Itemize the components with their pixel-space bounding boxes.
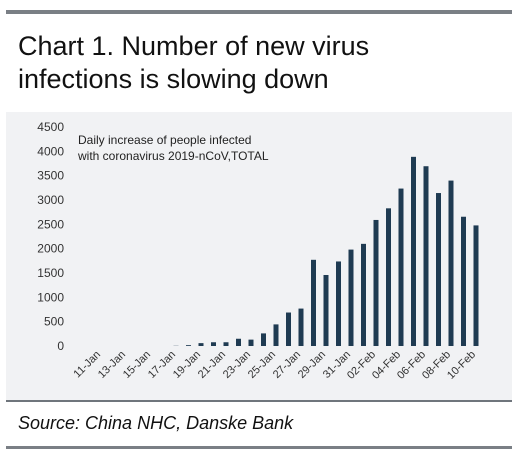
- y-tick-label: 500: [44, 315, 64, 329]
- bar-22-Jan: [236, 338, 241, 346]
- bar-23-Jan: [248, 339, 254, 346]
- x-axis: 11-Jan13-Jan15-Jan17-Jan19-Jan21-Jan23-J…: [71, 349, 478, 382]
- bar-09-Feb: [461, 216, 466, 346]
- y-tick-label: 1000: [37, 290, 64, 304]
- bar-18-Jan: [186, 345, 191, 346]
- y-tick-label: 0: [57, 339, 64, 353]
- bar-26-Jan: [286, 312, 291, 346]
- x-tick-label: 10-Feb: [445, 349, 478, 382]
- y-tick-label: 3500: [37, 169, 64, 183]
- chart-annotation-line-2: with coronavirus 2019-nCoV,TOTAL: [77, 149, 269, 163]
- bar-03-Feb: [386, 208, 391, 346]
- bar-27-Jan: [298, 308, 304, 346]
- source-note: Source: China NHC, Danske Bank: [18, 413, 294, 433]
- bar-02-Feb: [373, 219, 379, 346]
- title-line-1: Chart 1. Number of new virus: [18, 31, 370, 61]
- bottom-rule: [6, 446, 512, 449]
- bar-21-Jan: [223, 342, 229, 346]
- y-tick-label: 2000: [37, 242, 64, 256]
- bar-06-Feb: [423, 166, 429, 346]
- y-tick-label: 2500: [37, 217, 64, 231]
- title-line-2: infections is slowing down: [18, 64, 329, 94]
- y-axis: 0 500 1000 1500 2000 2500 3000 3500 4000 4500: [37, 120, 64, 353]
- bar-19-Jan: [198, 343, 204, 346]
- y-tick-label: 4000: [37, 144, 64, 158]
- chart-bottom-rule: [6, 400, 512, 402]
- bar-28-Jan: [311, 259, 316, 346]
- page-title: Chart 1. Number of new virus infections …: [18, 30, 498, 96]
- bar-04-Feb: [398, 188, 404, 346]
- bar-07-Feb: [436, 193, 441, 346]
- bar-10-Feb: [473, 225, 479, 346]
- bar-series: [173, 156, 479, 346]
- bar-30-Jan: [336, 261, 341, 346]
- top-rule: [6, 10, 512, 14]
- bar-05-Feb: [411, 156, 416, 346]
- chart-annotation-line-1: Daily increase of people infected: [78, 133, 251, 147]
- bar-24-Jan: [261, 333, 266, 346]
- bar-31-Jan: [348, 249, 354, 346]
- bar-20-Jan: [211, 342, 216, 346]
- bar-25-Jan: [273, 324, 279, 346]
- bar-08-Feb: [448, 180, 454, 346]
- bar-29-Jan: [323, 274, 329, 346]
- y-tick-label: 4500: [37, 120, 64, 134]
- bar-01-Feb: [361, 243, 366, 346]
- y-tick-label: 3000: [37, 193, 64, 207]
- y-tick-label: 1500: [37, 266, 64, 280]
